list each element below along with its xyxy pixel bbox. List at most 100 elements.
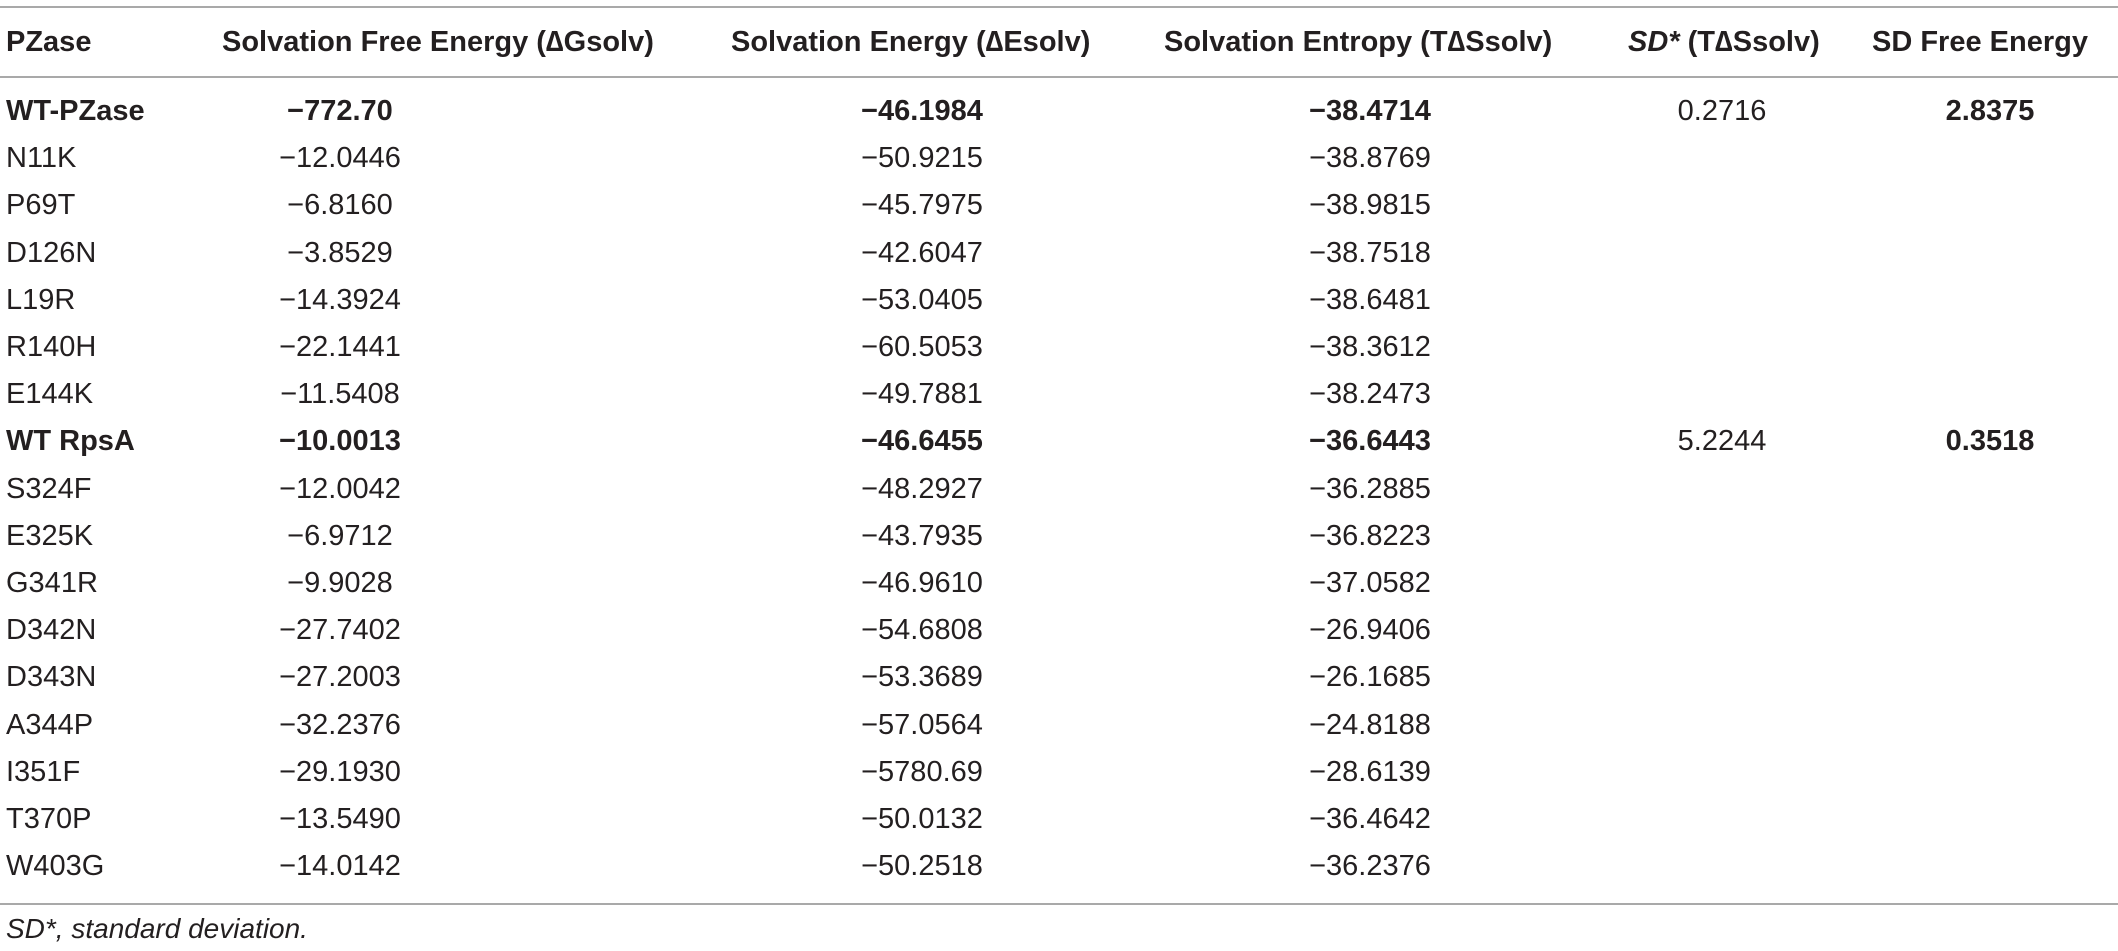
cell-variant-name: T370P xyxy=(6,803,92,835)
cell-variant-name: G341R xyxy=(6,567,98,599)
header-solvation-entropy: Solvation Entropy (T∆Ssolv) xyxy=(1164,26,1553,58)
table-bottom-rule xyxy=(0,903,2118,905)
table-row: WT-PZase −772.70 −46.1984 −38.4714 0.2716 2.8… xyxy=(0,88,2118,135)
cell-solvation-entropy-value: −36.2885 xyxy=(1309,472,1431,505)
cell-solvation-entropy-value: −38.4714 xyxy=(1309,95,1431,127)
cell-solvation-entropy-value: −26.1685 xyxy=(1309,661,1431,694)
cell-solvation-energy-value: −49.7881 xyxy=(861,378,983,411)
cell-solvation-free-energy-value: −13.5490 xyxy=(279,803,401,835)
cell-solvation-entropy-value: −36.6443 xyxy=(1309,425,1431,458)
cell-solvation-energy-value: −54.6808 xyxy=(861,614,983,647)
cell-variant-name: A344P xyxy=(6,708,94,741)
cell-solvation-free-energy-value: −12.0446 xyxy=(279,142,401,175)
cell-variant-name: WT-PZase xyxy=(6,95,145,127)
cell-solvation-entropy-value: −36.4642 xyxy=(1309,803,1431,835)
table-row: P69T −6.8160 −45.7975 −38.9815 xyxy=(0,182,2118,229)
cell-solvation-entropy-value: −24.8188 xyxy=(1309,708,1431,741)
header-pzase: PZase xyxy=(6,26,92,58)
cell-solvation-free-energy-value: −29.1930 xyxy=(279,755,401,788)
cell-sd-entropy-value: 0.2716 xyxy=(1677,95,1767,127)
cell-solvation-energy-value: −46.6455 xyxy=(861,425,983,458)
table-header-rule xyxy=(0,76,2118,78)
cell-solvation-energy-value: −50.2518 xyxy=(861,850,983,883)
cell-solvation-energy-value: −46.1984 xyxy=(861,95,983,127)
cell-solvation-energy-value: −50.9215 xyxy=(861,142,983,175)
header-solvation-free-energy: Solvation Free Energy (∆Gsolv) xyxy=(222,26,654,58)
cell-solvation-free-energy-value: −10.0013 xyxy=(279,425,401,458)
cell-solvation-entropy-value: −37.0582 xyxy=(1309,567,1431,599)
cell-variant-name: E144K xyxy=(6,378,94,411)
cell-solvation-entropy-value: −36.8223 xyxy=(1309,519,1431,552)
cell-variant-name: WT RpsA xyxy=(6,425,135,458)
cell-solvation-energy-value: −46.9610 xyxy=(861,567,983,599)
cell-solvation-free-energy-value: −22.1441 xyxy=(279,331,401,363)
cell-variant-name: D126N xyxy=(6,236,97,269)
cell-sd-entropy-value: 5.2244 xyxy=(1677,425,1767,458)
cell-solvation-free-energy-value: −6.8160 xyxy=(287,189,393,222)
cell-solvation-free-energy-value: −6.9712 xyxy=(287,519,393,552)
table-row: A344P −32.2376 −57.0564 −24.8188 xyxy=(0,702,2118,749)
cell-variant-name: S324F xyxy=(6,472,92,505)
cell-solvation-free-energy-value: −9.9028 xyxy=(287,567,393,599)
cell-variant-name: N11K xyxy=(6,142,77,175)
table-row: S324F −12.0042 −48.2927 −36.2885 xyxy=(0,466,2118,513)
cell-sd-free-energy-value: 2.8375 xyxy=(1945,95,2035,127)
footnote: SD*, standard deviation. xyxy=(6,913,308,944)
table-row: D343N −27.2003 −53.3689 −26.1685 xyxy=(0,654,2118,701)
cell-solvation-free-energy-value: −11.5408 xyxy=(280,378,400,411)
cell-solvation-entropy-value: −26.9406 xyxy=(1309,614,1431,647)
cell-solvation-entropy-value: −38.7518 xyxy=(1309,236,1431,269)
table-row: R140H −22.1441 −60.5053 −38.3612 xyxy=(0,324,2118,371)
header-sd-rest: (T∆Ssolv) xyxy=(1679,26,1820,58)
cell-solvation-free-energy-value: −27.2003 xyxy=(279,661,401,694)
cell-solvation-entropy-value: −28.6139 xyxy=(1309,755,1431,788)
cell-solvation-entropy-value: −38.3612 xyxy=(1309,331,1431,363)
cell-variant-name: R140H xyxy=(6,331,97,363)
cell-solvation-energy-value: −53.3689 xyxy=(861,661,983,694)
cell-variant-name: E325K xyxy=(6,519,94,552)
cell-solvation-entropy-value: −38.6481 xyxy=(1309,283,1431,316)
table-row: D126N −3.8529 −42.6047 −38.7518 xyxy=(0,230,2118,277)
cell-variant-name: D342N xyxy=(6,614,97,647)
cell-solvation-energy-value: −53.0405 xyxy=(861,283,983,316)
cell-sd-free-energy-value: 0.3518 xyxy=(1945,425,2035,458)
cell-solvation-free-energy-value: −772.70 xyxy=(287,95,393,127)
cell-solvation-free-energy-value: −27.7402 xyxy=(279,614,401,647)
table-row: T370P −13.5490 −50.0132 −36.4642 xyxy=(0,796,2118,843)
cell-solvation-free-energy-value: −3.8529 xyxy=(287,236,393,269)
cell-solvation-entropy-value: −38.8769 xyxy=(1309,142,1431,175)
cell-solvation-free-energy-value: −14.3924 xyxy=(279,283,401,316)
cell-variant-name: D343N xyxy=(6,661,97,694)
table-row: W403G −14.0142 −50.2518 −36.2376 xyxy=(0,843,2118,890)
cell-solvation-free-energy-value: −12.0042 xyxy=(279,472,401,505)
cell-variant-name: W403G xyxy=(6,850,105,883)
cell-solvation-entropy-value: −36.2376 xyxy=(1309,850,1431,883)
table-row: D342N −27.7402 −54.6808 −26.9406 xyxy=(0,607,2118,654)
cell-solvation-entropy-value: −38.9815 xyxy=(1309,189,1431,222)
table-top-rule xyxy=(0,6,2118,8)
cell-variant-name: L19R xyxy=(6,283,76,316)
cell-solvation-energy-value: −43.7935 xyxy=(861,519,983,552)
table-row: E325K −6.9712 −43.7935 −36.8223 xyxy=(0,513,2118,560)
table-row: L19R −14.3924 −53.0405 −38.6481 xyxy=(0,277,2118,324)
table-row: WT RpsA −10.0013 −46.6455 −36.6443 5.2244 0.3… xyxy=(0,418,2118,465)
table-row: N11K −12.0446 −50.9215 −38.8769 xyxy=(0,135,2118,182)
cell-solvation-energy-value: −5780.69 xyxy=(861,755,983,788)
cell-solvation-energy-value: −45.7975 xyxy=(861,189,983,222)
cell-solvation-energy-value: −60.5053 xyxy=(861,331,983,363)
cell-solvation-free-energy-value: −14.0142 xyxy=(279,850,401,883)
cell-solvation-free-energy-value: −32.2376 xyxy=(279,708,401,741)
header-solvation-energy: Solvation Energy (∆Esolv) xyxy=(731,26,1091,58)
cell-solvation-energy-value: −50.0132 xyxy=(861,803,983,835)
cell-solvation-energy-value: −48.2927 xyxy=(861,472,983,505)
header-sd-free-energy: SD Free Energy xyxy=(1872,26,2088,58)
cell-solvation-energy-value: −57.0564 xyxy=(861,708,983,741)
table-row: G341R −9.9028 −46.9610 −37.0582 xyxy=(0,560,2118,607)
cell-variant-name: I351F xyxy=(6,755,81,788)
table-row: I351F −29.1930 −5780.69 −28.6139 xyxy=(0,749,2118,796)
cell-solvation-energy-value: −42.6047 xyxy=(861,236,983,269)
header-sd-entropy: SD* (T∆Ssolv) xyxy=(1628,20,1820,64)
header-sd-italic: SD* xyxy=(1628,26,1680,58)
cell-variant-name: P69T xyxy=(6,189,76,222)
